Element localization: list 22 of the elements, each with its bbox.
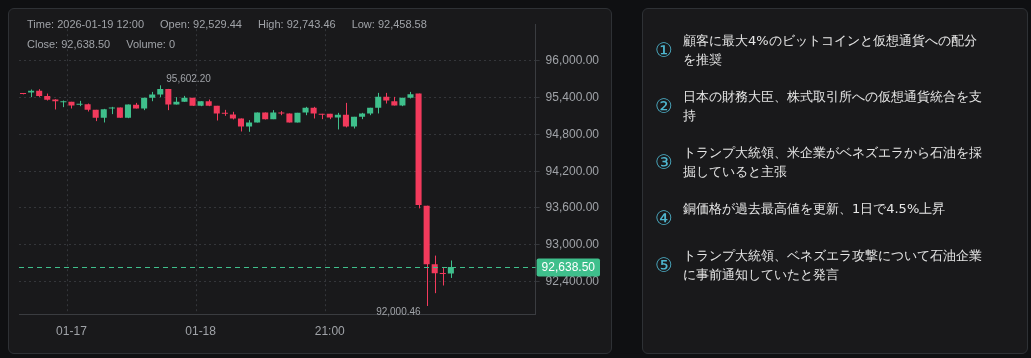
annotation: High: 92,743.46 — [257, 18, 336, 31]
candlestick — [375, 92, 382, 114]
y-tick-label: 94,800.00 — [545, 126, 600, 141]
annotation: Close: 92,638.50 — [27, 38, 111, 51]
y-tick-label: 92,400.00 — [545, 273, 600, 288]
x-tick-label: 01-17 — [56, 324, 88, 339]
annotation: 92,000.46 — [376, 305, 422, 317]
y-tick-label: 93,600.00 — [545, 200, 600, 215]
candlestick — [342, 102, 349, 128]
x-tick-label: 01-18 — [185, 324, 217, 339]
annotation: Open: 92,529.44 — [160, 18, 242, 31]
ref-line-label: 92,638.50 — [541, 259, 596, 274]
annotation: Volume: 0 — [126, 38, 176, 51]
text: ④ 銅価格が過去最高値を更新、1日で4.5%上昇 — [655, 200, 947, 230]
annotation: 95,602.20 — [166, 73, 212, 85]
y-tick-label: 94,200.00 — [545, 163, 600, 178]
y-tick-label: 96,000.00 — [545, 53, 600, 68]
annotation: Time: 2026-01-19 12:00 — [27, 18, 144, 31]
y-tick-label: 95,400.00 — [545, 90, 600, 105]
y-tick-label: 93,000.00 — [545, 237, 600, 252]
x-tick-label: 21:00 — [314, 324, 346, 339]
annotation: Low: 92,458.58 — [351, 18, 427, 31]
